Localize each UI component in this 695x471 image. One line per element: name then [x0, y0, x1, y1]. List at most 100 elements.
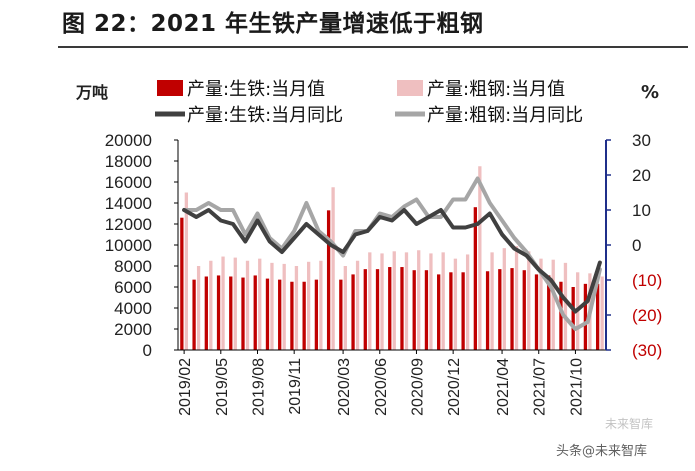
left-tick-label: 10000: [105, 236, 152, 255]
left-tick-label: 20000: [105, 131, 152, 150]
bar-steel-monthly: [563, 262, 568, 350]
bar-steel-monthly: [245, 260, 250, 350]
bar-steel-monthly: [551, 259, 555, 350]
bar-pig-iron-monthly: [571, 287, 575, 350]
right-tick-label: 0: [632, 236, 641, 255]
bar-pig-iron-monthly: [180, 217, 184, 350]
bar-pig-iron-monthly: [437, 274, 441, 350]
bar-pig-iron-monthly: [522, 270, 526, 350]
bar-pig-iron-monthly: [498, 269, 502, 350]
right-tick-label: 10: [632, 201, 651, 220]
right-axis-unit: %: [641, 82, 659, 103]
left-tick-label: 18000: [105, 152, 152, 171]
watermark: 头条@未来智库: [556, 444, 648, 459]
bar-steel-monthly: [429, 253, 433, 350]
bar-steel-monthly: [307, 261, 311, 350]
bar-pig-iron-monthly: [363, 269, 367, 350]
bar-pig-iron-monthly: [388, 267, 392, 350]
bar-steel-monthly: [343, 266, 347, 350]
bar-steel-monthly: [270, 262, 274, 350]
line-pig-iron-yoy: [182, 208, 602, 314]
bar-steel-monthly: [392, 251, 396, 350]
bar-pig-iron-monthly: [278, 279, 282, 350]
bar-steel-monthly: [331, 187, 335, 350]
bar-steel-monthly: [404, 252, 409, 350]
bar-steel-monthly: [539, 258, 543, 350]
bar-pig-iron-monthly: [400, 267, 404, 350]
bar-steel-monthly: [282, 263, 286, 350]
bar-steel-monthly: [355, 260, 360, 350]
bar-pig-iron-monthly: [461, 272, 465, 350]
x-tick-label: 2020/03: [336, 358, 353, 416]
bar-pig-iron-monthly: [412, 270, 416, 350]
legend-label: 产量:粗钢:当月值: [427, 79, 565, 100]
right-tick-label: (30): [632, 341, 662, 360]
right-tick-label: (10): [632, 271, 662, 290]
page-title: 图 22：2021 年生铁产量增速低于粗钢: [62, 11, 484, 37]
bar-steel-monthly: [319, 260, 323, 350]
bar-pig-iron-monthly: [204, 276, 208, 350]
left-tick-label: 0: [143, 341, 152, 360]
bar-steel-monthly: [233, 257, 237, 350]
left-tick-label: 12000: [105, 215, 152, 234]
legend-swatch: [157, 80, 183, 96]
bar-pig-iron-monthly: [547, 275, 551, 350]
left-tick-label: 4000: [114, 299, 152, 318]
bar-pig-iron-monthly: [534, 274, 539, 350]
x-tick-label: 2019/02: [177, 358, 194, 416]
bar-pig-iron-monthly: [351, 274, 355, 350]
bar-steel-monthly: [196, 266, 201, 350]
bar-pig-iron-monthly: [229, 276, 233, 350]
bar-pig-iron-monthly: [290, 281, 294, 350]
bar-pig-iron-monthly: [583, 283, 588, 350]
bar-pig-iron-monthly: [253, 275, 257, 350]
x-tick-label: 2020/12: [446, 358, 463, 416]
left-tick-label: 16000: [105, 173, 152, 192]
bar-pig-iron-monthly: [192, 279, 196, 350]
bar-pig-iron-monthly: [595, 283, 600, 350]
legend-label: 产量:生铁:当月同比: [187, 105, 343, 126]
line-layer: [182, 176, 602, 331]
left-tick-label: 8000: [114, 257, 152, 276]
left-tick-label: 14000: [105, 194, 152, 213]
right-tick-label: 30: [632, 131, 651, 150]
x-tick-label: 2021/10: [568, 358, 585, 416]
x-tick-label: 2019/08: [250, 358, 267, 416]
bar-pig-iron-monthly: [216, 275, 221, 350]
title-divider: [58, 46, 688, 48]
x-tick-label: 2020/06: [373, 358, 390, 416]
bar-pig-iron-monthly: [559, 281, 563, 350]
x-tick-label: 2019/05: [214, 358, 231, 416]
bar-steel-monthly: [294, 266, 299, 350]
axes-layer: 0 2000 4000 6000 8000 10000 12000 14000 16000 180…: [75, 82, 662, 416]
left-tick-label: 2000: [114, 320, 152, 339]
x-tick-label: 2021/04: [495, 358, 512, 416]
bar-pig-iron-monthly: [314, 279, 319, 350]
bar-steel-monthly: [380, 253, 384, 350]
bar-steel-monthly: [490, 252, 494, 350]
bar-steel-monthly: [502, 248, 506, 350]
left-axis-unit: 万吨: [75, 83, 108, 102]
bar-steel-monthly: [453, 258, 458, 350]
bar-steel-monthly: [184, 192, 189, 350]
right-tick-label: 20: [632, 166, 651, 185]
bar-pig-iron-monthly: [510, 268, 514, 350]
legend-label: 产量:粗钢:当月同比: [427, 105, 583, 126]
bar-pig-iron-monthly: [326, 210, 331, 350]
bar-steel-monthly: [478, 166, 482, 350]
x-tick-label: 2021/07: [532, 358, 549, 416]
bar-steel-monthly: [465, 254, 470, 350]
bar-steel-monthly: [514, 246, 519, 350]
bar-steel-monthly: [368, 252, 372, 350]
bar-pig-iron-monthly: [424, 270, 429, 350]
legend-label: 产量:生铁:当月值: [187, 79, 325, 100]
bar-pig-iron-monthly: [485, 271, 490, 350]
x-tick-label: 2020/09: [409, 358, 426, 416]
left-tick-label: 6000: [114, 278, 152, 297]
right-tick-label: (20): [632, 306, 662, 325]
bar-steel-monthly: [258, 258, 262, 350]
bar-pig-iron-monthly: [265, 278, 270, 350]
bar-pig-iron-monthly: [473, 207, 477, 350]
